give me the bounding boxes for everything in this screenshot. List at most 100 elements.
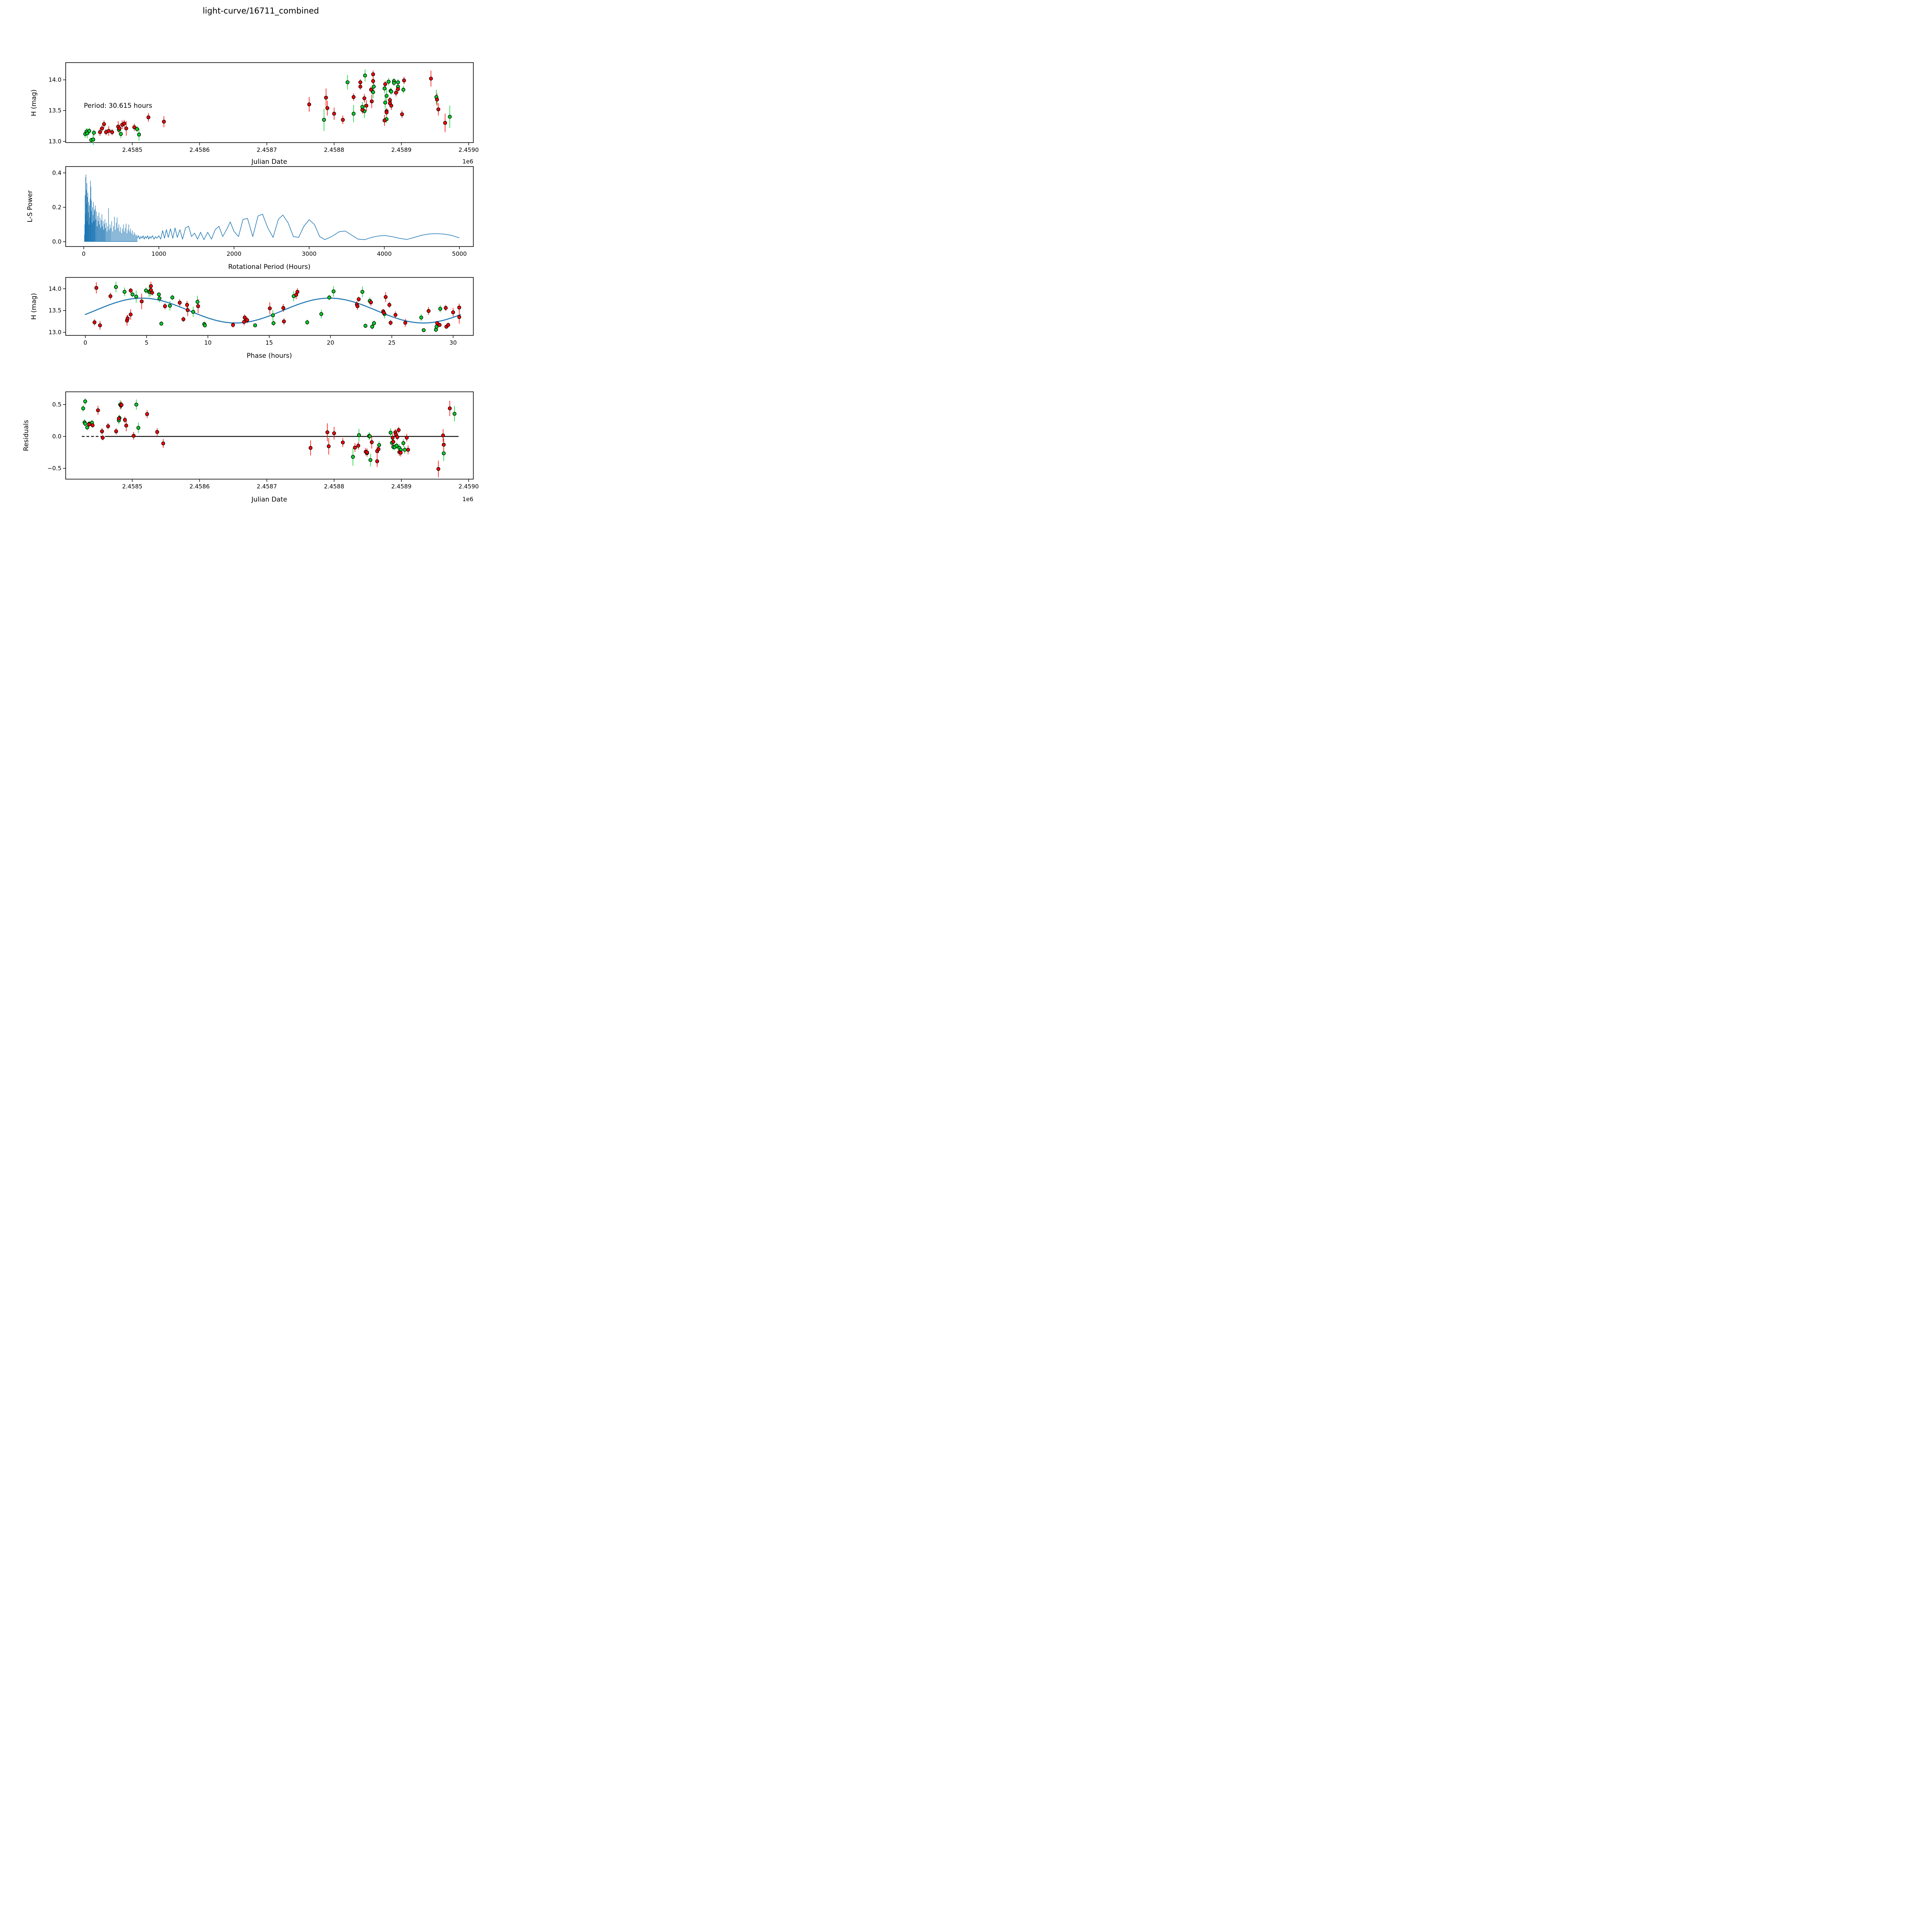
data-point-survey-red (124, 423, 128, 428)
data-point-survey-red (396, 428, 401, 432)
data-point-survey-red (242, 320, 246, 324)
data-point-survey-red (365, 450, 369, 454)
data-point-survey-green (81, 406, 85, 410)
x-tick-label-lightcurve: 2.4585 (122, 146, 143, 153)
data-point-survey-green (363, 324, 367, 328)
axis-offset-1e6-top: 1e6 (462, 158, 473, 165)
data-point-survey-red (243, 315, 247, 320)
data-point-survey-red (370, 99, 374, 104)
y-tick-label-residuals: 0.5 (52, 401, 61, 408)
data-point-survey-red (129, 288, 133, 293)
data-point-survey-green (135, 127, 139, 131)
data-point-survey-green (396, 80, 400, 84)
data-point-survey-green (196, 300, 200, 304)
data-point-survey-red (371, 79, 375, 83)
data-point-survey-red (400, 112, 404, 116)
data-point-survey-red (155, 430, 159, 434)
data-point-survey-green (357, 433, 361, 437)
data-point-survey-red (384, 110, 389, 114)
x-tick-label-phase: 5 (145, 339, 149, 346)
data-point-survey-green (87, 129, 91, 133)
data-point-survey-green (360, 290, 364, 294)
x-tick-label-lightcurve: 2.4587 (257, 146, 277, 153)
x-tick-label-residuals: 2.4587 (257, 483, 277, 490)
data-point-survey-red (356, 444, 361, 448)
data-point-survey-green (434, 325, 439, 329)
data-point-survey-green (305, 320, 310, 325)
data-point-survey-green (442, 451, 446, 456)
y-tick-label-lightcurve: 13.5 (49, 107, 61, 114)
axes-frame-residuals (65, 391, 474, 480)
x-tick-label-periodogram: 2000 (227, 250, 242, 257)
data-point-survey-red (376, 447, 381, 451)
data-point-survey-red (145, 412, 149, 416)
data-point-survey-red (162, 119, 166, 124)
data-point-survey-green (368, 458, 372, 462)
data-point-survey-red (124, 126, 128, 131)
data-point-survey-green (136, 426, 141, 430)
data-point-survey-red (341, 440, 345, 445)
data-point-survey-green (389, 89, 393, 94)
data-point-survey-green (91, 138, 95, 142)
data-point-survey-green (332, 289, 336, 294)
data-point-survey-red (102, 122, 106, 126)
data-point-survey-green (134, 402, 138, 406)
y-tick-label-periodogram: 0.2 (52, 204, 61, 211)
data-point-survey-red (388, 321, 393, 325)
x-tick-label-residuals: 2.4585 (122, 483, 143, 490)
data-point-survey-red (114, 429, 118, 434)
x-tick-label-phase: 20 (327, 339, 334, 346)
data-point-survey-green (392, 81, 396, 85)
data-point-survey-red (149, 284, 153, 288)
y-tick-label-lightcurve: 14.0 (49, 77, 61, 83)
data-point-survey-green (253, 323, 257, 328)
x-tick-label-lightcurve: 2.4590 (459, 146, 479, 153)
data-point-survey-red (398, 451, 403, 455)
data-point-survey-green (157, 292, 161, 296)
data-point-survey-green (395, 444, 399, 448)
data-point-survey-green (327, 295, 332, 299)
data-point-survey-red (131, 434, 136, 438)
data-point-survey-red (358, 85, 362, 89)
data-point-survey-red (405, 435, 409, 440)
figure-canvas: 2.4585 2.4586 2.4587 2.4588 2.4589 2.4590 14.0… (48, 62, 479, 490)
data-point-survey-green (168, 304, 172, 308)
data-point-survey-red (435, 97, 439, 102)
data-point-survey-red (100, 429, 104, 434)
data-point-survey-red (387, 303, 391, 307)
figure-title: light-curve/16711_combined (202, 6, 319, 15)
data-point-survey-green (401, 88, 405, 92)
axis-label-rotational-period: Rotational Period (Hours) (228, 263, 311, 271)
data-point-survey-red (360, 108, 364, 112)
data-point-survey-red (327, 444, 331, 449)
data-point-survey-green (438, 307, 442, 311)
data-point-survey-green (363, 73, 367, 78)
data-point-survey-green (122, 290, 127, 294)
data-point-survey-red (396, 87, 400, 91)
data-point-survey-red (427, 309, 431, 313)
axes-frame-periodogram (65, 166, 474, 247)
data-point-survey-red (436, 107, 440, 112)
data-point-survey-green (319, 312, 323, 316)
data-point-survey-red (446, 323, 450, 327)
data-point-survey-red (442, 442, 446, 447)
data-point-survey-red (139, 299, 144, 304)
data-point-survey-red (370, 440, 374, 444)
data-point-survey-green (422, 328, 426, 332)
x-tick-label-phase: 30 (449, 339, 457, 346)
data-point-survey-green (92, 131, 96, 135)
data-point-survey-green (351, 455, 355, 459)
data-point-survey-red (429, 77, 433, 81)
data-point-survey-red (110, 130, 114, 134)
data-point-survey-green (372, 321, 376, 325)
data-point-survey-red (161, 441, 165, 446)
y-tick-label-residuals: −0.5 (48, 465, 61, 472)
x-tick-label-lightcurve: 2.4589 (391, 146, 412, 153)
data-point-survey-green (403, 448, 407, 452)
data-point-survey-red (391, 440, 395, 444)
x-tick-label-residuals: 2.4588 (324, 483, 344, 490)
data-point-survey-green (371, 90, 375, 94)
data-point-survey-red (393, 313, 398, 317)
axes-frame-phase (65, 277, 474, 336)
data-point-survey-red (383, 118, 387, 122)
